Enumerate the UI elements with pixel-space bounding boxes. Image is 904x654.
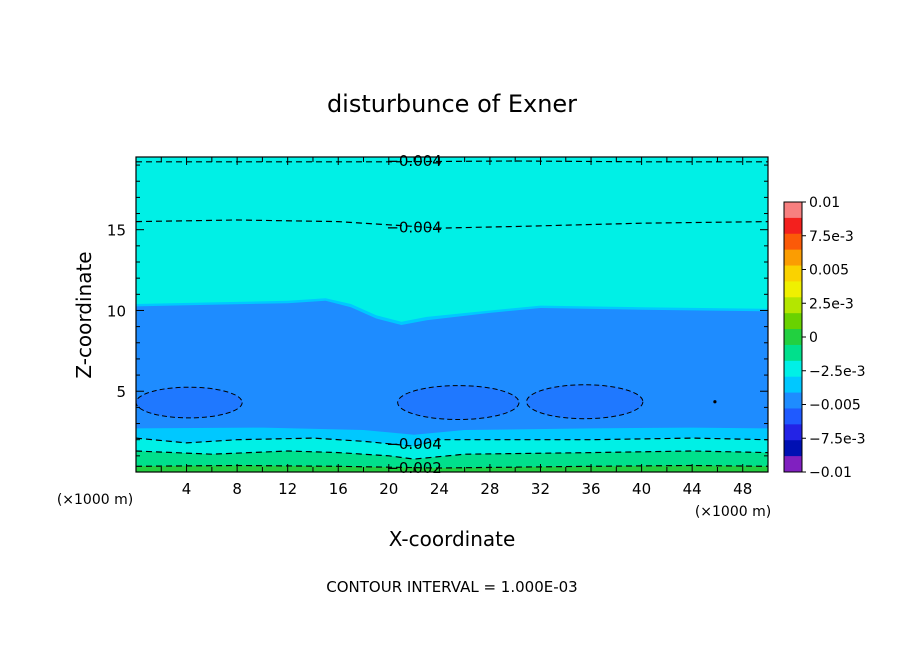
- colorbar-label: 7.5e-3: [809, 229, 854, 245]
- x-tick-label: 4: [182, 480, 192, 498]
- colorbar-band: [784, 376, 802, 394]
- colorbar-label: −2.5e-3: [809, 364, 866, 380]
- x-tick-label: 8: [232, 480, 242, 498]
- contour-line: [136, 160, 768, 163]
- x-tick-label: 36: [581, 480, 600, 498]
- colorbar-label: 0.005: [809, 263, 849, 279]
- x-tick-label: 20: [379, 480, 398, 498]
- contour-line: [136, 219, 768, 229]
- x-tick-label: 48: [733, 480, 752, 498]
- colorbar-band: [784, 265, 802, 282]
- colorbar-band: [784, 456, 802, 473]
- colorbar-label: 2.5e-3: [809, 296, 854, 312]
- x-tick-label: 12: [278, 480, 297, 498]
- contour-label: −0.004: [386, 218, 442, 236]
- y-axis-label: Z-coordinate: [72, 251, 96, 378]
- colorbar-label: −0.005: [809, 398, 861, 414]
- x-tick-label: 40: [632, 480, 651, 498]
- colorbar-band: [784, 344, 802, 362]
- colorbar-band: [784, 440, 802, 457]
- colorbar-band: [784, 408, 802, 425]
- colorbar-band: [784, 202, 802, 219]
- colorbar-label: 0.01: [809, 195, 840, 211]
- low-pressure-blob: [526, 384, 644, 420]
- x-tick-label: 28: [480, 480, 499, 498]
- colorbar-label: −0.01: [809, 465, 852, 481]
- small-contour-dot: [713, 400, 717, 404]
- colorbar-band: [784, 360, 802, 378]
- colorbar-band: [784, 233, 802, 251]
- contour-fills: [136, 157, 768, 472]
- colorbar-band: [784, 392, 802, 409]
- colorbar-label: 0: [809, 330, 818, 346]
- x-unit-label-right: (×1000 m): [695, 504, 771, 520]
- low-pressure-blob: [136, 386, 243, 419]
- low-pressure-blob: [397, 385, 520, 420]
- y-tick-label: 5: [116, 383, 126, 401]
- x-axis-label: X-coordinate: [389, 527, 516, 551]
- x-tick-label: 16: [329, 480, 348, 498]
- x-tick-label: 32: [531, 480, 550, 498]
- x-tick-label: 44: [683, 480, 702, 498]
- contour-interval-note: CONTOUR INTERVAL = 1.000E-03: [326, 578, 577, 596]
- colorbar-band: [784, 424, 802, 441]
- contour-line: [136, 450, 768, 460]
- contour-line: [136, 437, 768, 447]
- plot-frame: [135, 156, 769, 473]
- fill-green2: [136, 465, 768, 472]
- colorbar-band: [784, 313, 802, 330]
- y-tick-label: 15: [107, 222, 126, 240]
- x-unit-label-left: (×1000 m): [57, 492, 133, 508]
- colorbar: 0.01 7.5e-3 0.005 2.5e-3 0 −2.5e-3 −0.005 −7.5e…: [783, 195, 866, 481]
- colorbar-label: −7.5e-3: [809, 431, 866, 447]
- y-tick-label: 10: [107, 302, 126, 320]
- colorbar-band: [784, 297, 802, 314]
- colorbar-band: [784, 281, 802, 298]
- colorbar-band: [784, 217, 802, 235]
- contour-label: −0.004: [386, 435, 442, 453]
- colorbar-band: [784, 329, 802, 346]
- colorbar-band: [784, 249, 802, 267]
- chart-title: disturbunce of Exner: [327, 90, 577, 118]
- x-tick-label: 24: [430, 480, 449, 498]
